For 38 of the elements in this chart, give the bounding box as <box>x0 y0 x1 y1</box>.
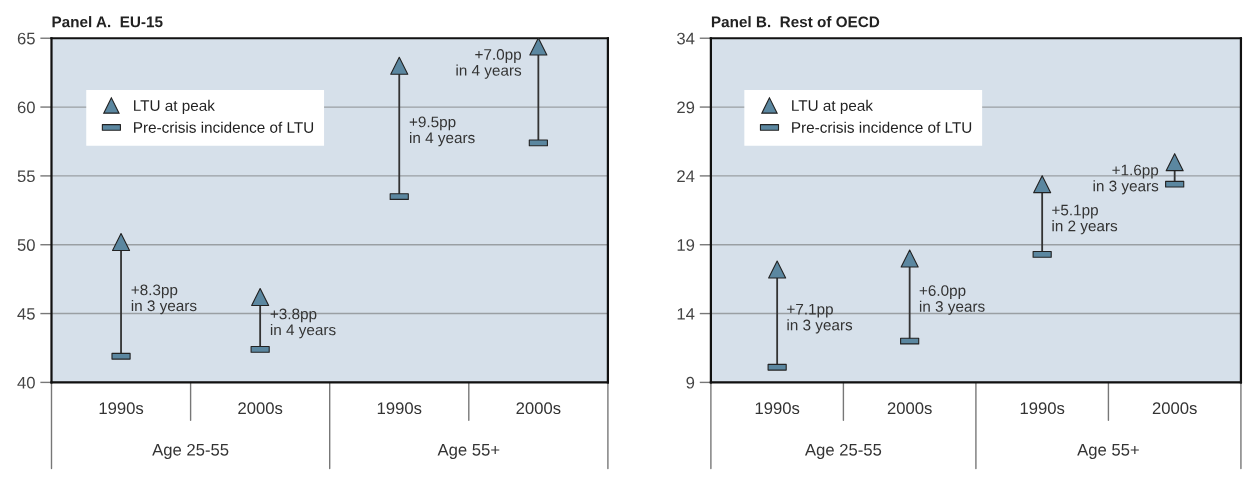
annotation: +7.1pp in 3 years <box>787 303 853 334</box>
legend-label: LTU at peak <box>134 99 215 115</box>
x-tick-label: 2000s <box>1152 402 1197 415</box>
x-tick-label: 1990s <box>755 402 800 415</box>
legend-label: Pre-crisis incidence of LTU <box>792 121 972 133</box>
y-tick-label: 14 <box>677 308 695 320</box>
legend-label: Pre-crisis incidence of LTU <box>134 121 314 133</box>
annotation: +9.5pp in 4 years <box>409 116 475 147</box>
x-tick-label: 2000s <box>516 402 561 415</box>
y-tick-label: 34 <box>677 32 695 45</box>
x-tick-label: 1990s <box>1020 402 1065 415</box>
y-tick-label: 65 <box>17 32 35 45</box>
x-tick-label: 2000s <box>238 402 283 415</box>
text: Age 25-55 <box>152 443 229 459</box>
legend-label: LTU at peak <box>792 99 873 115</box>
annotation: +6.0pp in 3 years <box>919 285 985 315</box>
y-tick-label: 19 <box>677 239 695 251</box>
text: Age 55+ <box>437 444 500 459</box>
annotation: +3.8pp in 4 years <box>270 308 336 339</box>
annotation: +7.0pp in 4 years <box>456 49 522 79</box>
text: Age 25-55 <box>804 443 882 459</box>
annotation: +8.3pp in 3 years <box>131 284 197 315</box>
y-tick-label: 24 <box>677 170 695 182</box>
x-tick-label: 1990s <box>99 402 144 415</box>
chart-title: Panel B. Rest of OECD <box>711 16 880 28</box>
x-tick-label: 2000s <box>887 402 932 415</box>
y-tick-label: 45 <box>17 308 35 320</box>
annotation: +5.1pp in 2 years <box>1052 204 1118 235</box>
chart-title: Panel A. EU-15 <box>52 16 163 28</box>
x-tick-label: 1990s <box>377 402 422 415</box>
text: Age 55+ <box>1077 444 1139 459</box>
y-tick-label: 50 <box>17 239 35 251</box>
y-tick-label: 29 <box>677 101 695 114</box>
y-tick-label: 60 <box>17 101 35 114</box>
y-tick-label: 55 <box>17 170 35 183</box>
y-tick-label: 9 <box>686 376 695 389</box>
y-tick-label: 40 <box>17 376 35 389</box>
annotation: +1.6pp in 3 years <box>1093 164 1159 195</box>
